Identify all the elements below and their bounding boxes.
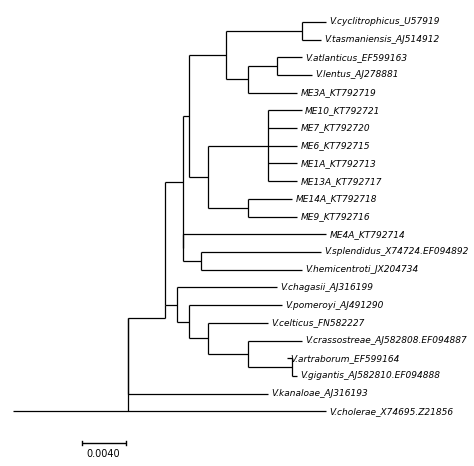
Text: ME10_KT792721: ME10_KT792721 <box>305 106 381 115</box>
Text: V.hemicentroti_JX204734: V.hemicentroti_JX204734 <box>305 265 419 274</box>
Text: V.tasmaniensis_AJ514912: V.tasmaniensis_AJ514912 <box>325 35 440 44</box>
Text: V.lentus_AJ278881: V.lentus_AJ278881 <box>315 70 399 80</box>
Text: ME1A_KT792713: ME1A_KT792713 <box>301 159 376 168</box>
Text: ME9_KT792716: ME9_KT792716 <box>301 212 370 221</box>
Text: ME3A_KT792719: ME3A_KT792719 <box>301 88 376 97</box>
Text: V.atlanticus_EF599163: V.atlanticus_EF599163 <box>305 53 407 62</box>
Text: ME4A_KT792714: ME4A_KT792714 <box>329 230 405 239</box>
Text: ME13A_KT792717: ME13A_KT792717 <box>301 177 382 185</box>
Text: V.cyclitrophicus_U57919: V.cyclitrophicus_U57919 <box>329 17 440 27</box>
Text: V.gigantis_AJ582810.EF094888: V.gigantis_AJ582810.EF094888 <box>301 371 440 380</box>
Text: V.kanaloae_AJ316193: V.kanaloae_AJ316193 <box>271 389 368 398</box>
Text: ME7_KT792720: ME7_KT792720 <box>301 123 370 133</box>
Text: V.splendidus_X74724.EF094892: V.splendidus_X74724.EF094892 <box>325 247 469 256</box>
Text: ME6_KT792715: ME6_KT792715 <box>301 141 370 150</box>
Text: ME14A_KT792718: ME14A_KT792718 <box>295 194 377 203</box>
Text: V.pomeroyi_AJ491290: V.pomeroyi_AJ491290 <box>285 301 384 309</box>
Text: V.crassostreae_AJ582808.EF094887: V.crassostreae_AJ582808.EF094887 <box>305 336 467 345</box>
Text: V.artraborum_EF599164: V.artraborum_EF599164 <box>291 354 400 363</box>
Text: V.chagasii_AJ316199: V.chagasii_AJ316199 <box>281 283 374 292</box>
Text: 0.0040: 0.0040 <box>87 449 120 459</box>
Text: V.cholerae_X74695.Z21856: V.cholerae_X74695.Z21856 <box>329 407 454 416</box>
Text: V.celticus_FN582227: V.celticus_FN582227 <box>271 318 364 327</box>
